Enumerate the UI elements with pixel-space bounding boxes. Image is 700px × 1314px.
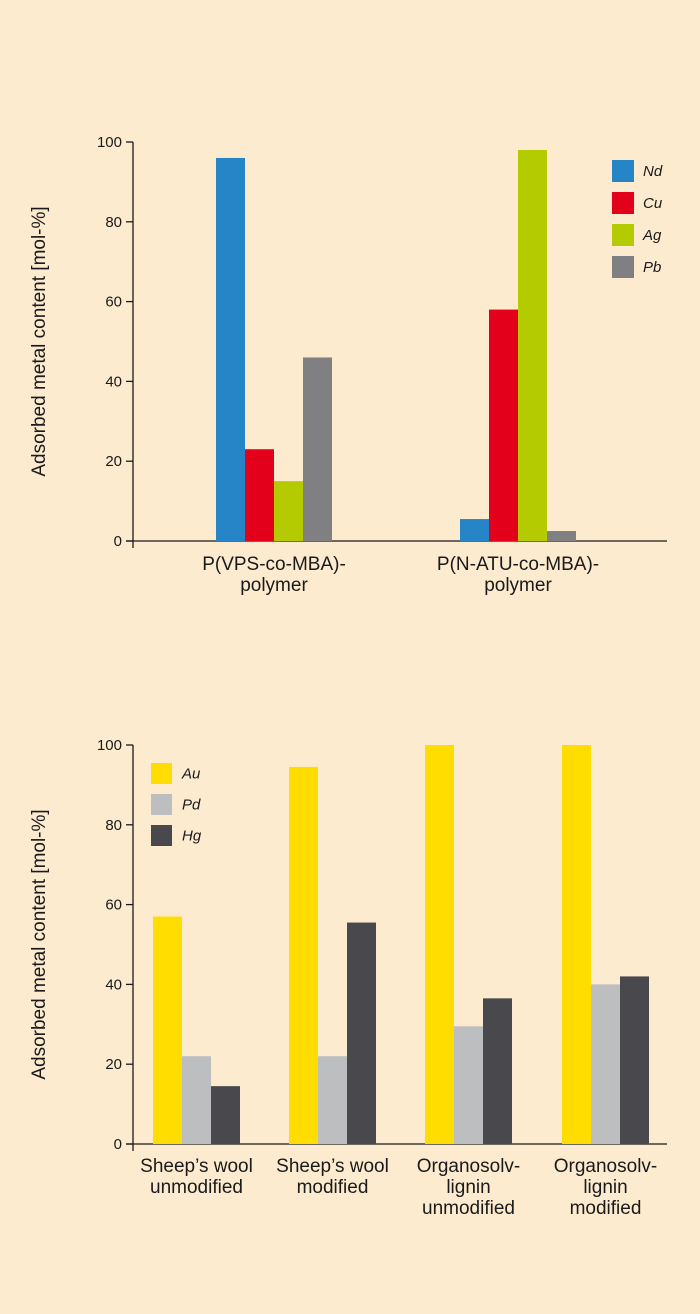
y-axis-label: Adsorbed metal content [mol-%] — [29, 206, 50, 476]
chart-1: 0 20 40 60 80 100 Adsorbed metal content [mol-… — [29, 134, 667, 596]
x-category-label: P(VPS-co-MBA)- — [202, 554, 346, 575]
bar-pd — [454, 1026, 483, 1144]
bar-cu — [245, 449, 274, 541]
bar-hg — [347, 922, 376, 1144]
x-category-label: lignin — [446, 1177, 490, 1198]
legend-label-pb: Pb — [643, 259, 661, 276]
y-axis-label: Adsorbed metal content [mol-%] — [29, 809, 50, 1079]
y-tick-label: 0 — [114, 533, 122, 550]
legend-swatch-pd — [151, 794, 172, 815]
y-tick-label: 40 — [105, 976, 122, 993]
bar-au — [425, 745, 454, 1144]
y-tick-label: 100 — [97, 134, 122, 151]
bar-nd — [216, 157, 245, 541]
bar-pd — [591, 984, 620, 1144]
x-category-label: unmodified — [150, 1177, 243, 1198]
legend-swatch-cu — [612, 192, 634, 214]
legend-swatch-au — [151, 763, 172, 784]
bar-pd — [318, 1056, 347, 1144]
legend-label-hg: Hg — [182, 828, 202, 845]
y-tick-label: 40 — [105, 373, 122, 390]
bar-au — [153, 916, 182, 1144]
y-tick-label: 20 — [105, 1056, 122, 1073]
x-category-label: Sheep’s wool — [276, 1156, 389, 1177]
y-tick-label: 100 — [97, 737, 122, 754]
legend-swatch-hg — [151, 825, 172, 846]
legend-swatch-ag — [612, 224, 634, 246]
y-tick-label: 20 — [105, 453, 122, 470]
bar-hg — [483, 998, 512, 1144]
x-category-label: unmodified — [422, 1198, 515, 1219]
bar-au — [289, 766, 318, 1144]
bar-cu — [489, 309, 518, 541]
bar-nd — [460, 519, 489, 541]
y-tick-label: 80 — [105, 817, 122, 834]
bar-au — [562, 745, 591, 1144]
legend-label-pd: Pd — [182, 797, 201, 814]
bar-hg — [211, 1086, 240, 1144]
chart-2: 0 20 40 60 80 100 Adsorbed metal content [mol-… — [29, 737, 667, 1219]
x-category-label: Organosolv- — [417, 1156, 521, 1177]
x-category-label: polymer — [240, 575, 308, 596]
x-category-label: Sheep’s wool — [140, 1156, 253, 1177]
x-category-label: polymer — [484, 575, 552, 596]
legend-label-cu: Cu — [643, 195, 663, 212]
x-category-label: lignin — [583, 1177, 627, 1198]
y-tick-label: 60 — [105, 897, 122, 914]
x-category-label: modified — [297, 1177, 369, 1198]
y-tick-label: 0 — [114, 1136, 122, 1153]
legend-swatch-pb — [612, 256, 634, 278]
legend-swatch-nd — [612, 160, 634, 182]
bar-ag — [274, 481, 303, 541]
legend-label-au: Au — [181, 766, 201, 783]
bar-hg — [620, 976, 649, 1144]
y-tick-label: 60 — [105, 294, 122, 311]
bar-pb — [547, 531, 576, 541]
x-category-label: modified — [570, 1198, 642, 1219]
legend-label-ag: Ag — [642, 227, 662, 244]
y-tick-label: 80 — [105, 214, 122, 231]
legend-label-nd: Nd — [643, 163, 663, 180]
x-category-label: Organosolv- — [554, 1156, 658, 1177]
bar-pd — [182, 1056, 211, 1144]
bar-ag — [518, 149, 547, 542]
bar-pb — [303, 357, 332, 541]
x-category-label: P(N-ATU-co-MBA)- — [437, 554, 599, 575]
